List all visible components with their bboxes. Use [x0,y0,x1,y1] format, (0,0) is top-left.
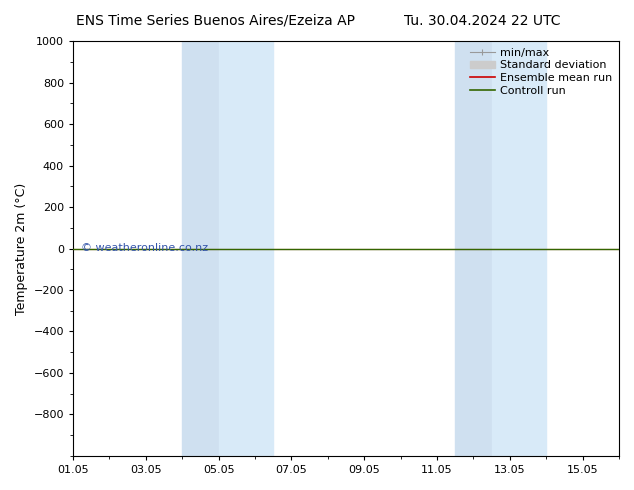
Y-axis label: Temperature 2m (°C): Temperature 2m (°C) [15,182,28,315]
Bar [219,41,273,456]
Bar [182,41,219,456]
Text: ENS Time Series Buenos Aires/Ezeiza AP: ENS Time Series Buenos Aires/Ezeiza AP [76,14,355,28]
Legend: min/max, Standard deviation, Ensemble mean run, Controll run: min/max, Standard deviation, Ensemble me… [467,45,616,99]
Bar [455,41,491,456]
Text: © weatheronline.co.nz: © weatheronline.co.nz [81,243,209,253]
Title: ENS Time Series Buenos Aires/Ezeiza AP    Tu. 30.04.2024 22 UTC: ENS Time Series Buenos Aires/Ezeiza AP T… [0,489,1,490]
Bar [491,41,547,456]
Text: Tu. 30.04.2024 22 UTC: Tu. 30.04.2024 22 UTC [404,14,560,28]
